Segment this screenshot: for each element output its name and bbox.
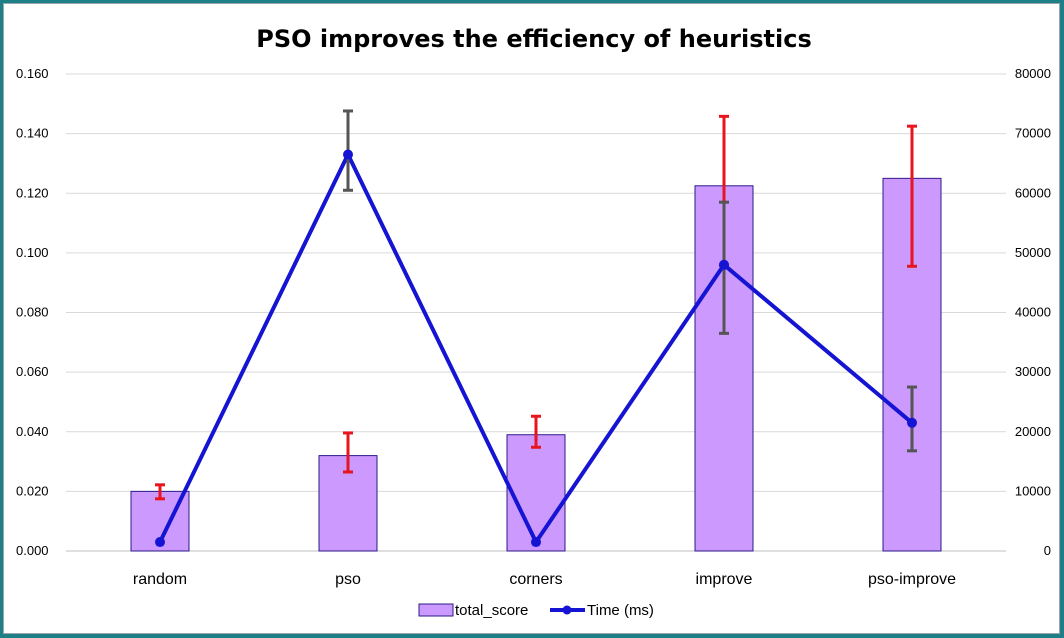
right-axis-ticks: 0 10000 20000 30000 40000 50000 60000 70000 8000… [1015, 66, 1051, 558]
category-label-pso: pso [335, 571, 361, 588]
right-tick-label: 40000 [1015, 305, 1051, 320]
legend-label-total-score: total_score [455, 602, 528, 619]
legend-marker-time [562, 605, 572, 615]
left-tick-label: 0.120 [16, 185, 49, 200]
left-axis-ticks: 0.000 0.020 0.040 0.060 0.080 0.100 0.120 0.140… [16, 66, 49, 558]
left-tick-label: 0.100 [16, 245, 49, 260]
left-tick-label: 0.080 [16, 305, 49, 320]
left-tick-label: 0.060 [16, 364, 49, 379]
point-time-improve [719, 259, 729, 270]
legend: total_score Time (ms) [418, 602, 654, 619]
right-tick-label: 30000 [1015, 364, 1051, 379]
points-time-ms [155, 149, 917, 548]
right-tick-label: 20000 [1015, 424, 1051, 439]
error-bars-total-score [155, 114, 917, 501]
left-tick-label: 0.160 [16, 66, 49, 81]
point-time-random [155, 537, 165, 548]
chart-frame: PSO improves the efficiency of heuristic… [3, 3, 1060, 634]
legend-swatch-total-score [418, 603, 454, 617]
right-tick-label: 70000 [1015, 126, 1051, 141]
right-tick-label: 80000 [1015, 66, 1051, 81]
gridlines [66, 73, 1006, 552]
category-label-random: random [133, 571, 187, 588]
point-time-pso [343, 149, 353, 160]
left-tick-label: 0.020 [16, 483, 49, 498]
left-tick-label: 0.000 [16, 543, 49, 558]
right-tick-label: 60000 [1015, 185, 1051, 200]
right-tick-label: 10000 [1015, 483, 1051, 498]
category-label-improve: improve [696, 571, 753, 588]
right-tick-label: 0 [1044, 543, 1051, 558]
right-tick-label: 50000 [1015, 245, 1051, 260]
left-tick-label: 0.140 [16, 126, 49, 141]
category-labels: random pso corners improve pso-improve [133, 571, 956, 588]
point-time-corners [531, 537, 541, 548]
legend-label-time: Time (ms) [587, 602, 654, 619]
left-tick-label: 0.040 [16, 424, 49, 439]
point-time-pso-improve [907, 417, 917, 428]
bar-corners [506, 434, 566, 552]
error-bars-time-ms [343, 109, 917, 453]
bars-total-score [130, 177, 942, 552]
chart-title: PSO improves the efficiency of heuristic… [256, 25, 812, 53]
combo-chart: PSO improves the efficiency of heuristic… [16, 25, 1051, 619]
category-label-corners: corners [509, 571, 562, 588]
category-label-pso-improve: pso-improve [868, 571, 956, 588]
